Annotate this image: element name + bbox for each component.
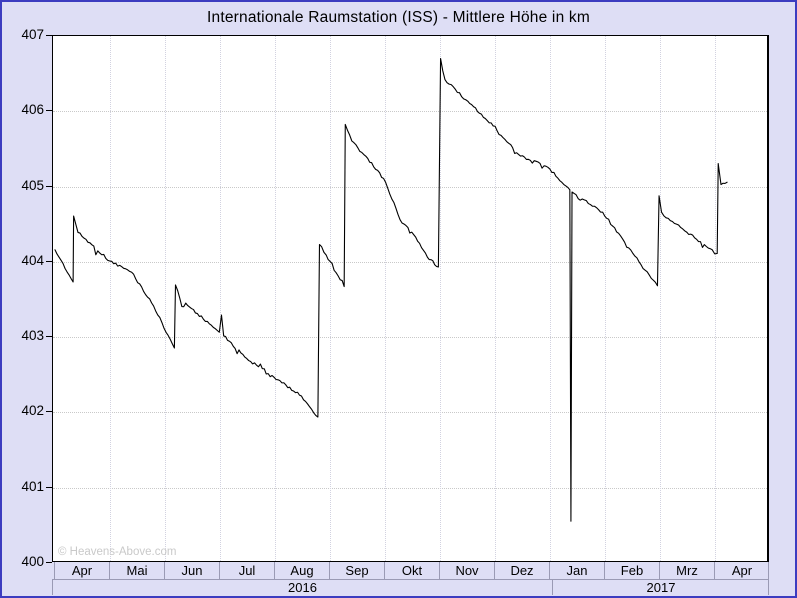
y-axis-label: 401: [21, 478, 44, 494]
vertical-gridline: [495, 36, 496, 561]
y-axis-label: 402: [21, 403, 44, 419]
horizontal-gridline: [53, 111, 767, 113]
month-label-jun-2: Jun: [164, 562, 219, 580]
horizontal-gridline: [53, 412, 767, 414]
vertical-gridline: [330, 36, 331, 561]
y-axis-label: 400: [21, 554, 44, 569]
horizontal-gridline: [53, 487, 767, 489]
month-label-feb-10: Feb: [604, 562, 659, 580]
altitude-line-chart: [54, 57, 728, 522]
vertical-gridline: [165, 36, 166, 561]
y-axis-label: 407: [21, 27, 44, 42]
chart-title: Internationale Raumstation (ISS) - Mittl…: [207, 9, 590, 26]
y-axis-tick: [46, 110, 52, 112]
y-axis-label: 405: [21, 177, 44, 193]
y-axis-tick: [46, 562, 52, 563]
vertical-gridline: [110, 36, 111, 561]
y-axis-tick: [46, 260, 52, 262]
month-label-apr-0: Apr: [54, 562, 109, 580]
horizontal-gridline: [53, 337, 767, 339]
month-row-end-separator: [768, 562, 769, 580]
month-label-mai-1: Mai: [109, 562, 164, 580]
vertical-gridline: [275, 36, 276, 561]
y-axis-tick: [46, 185, 52, 187]
month-label-jul-3: Jul: [219, 562, 274, 580]
month-label-dez-8: Dez: [494, 562, 549, 580]
vertical-gridline: [220, 36, 221, 561]
month-label-aug-4: Aug: [274, 562, 329, 580]
data-line: [54, 57, 728, 522]
horizontal-gridline: [53, 261, 767, 263]
vertical-gridline: [715, 36, 716, 561]
plot-area: © Heavens-Above.com: [52, 35, 769, 562]
x-axis-year-row: 2016 2017: [52, 580, 769, 595]
year-row-end-separator: [768, 580, 769, 595]
y-axis-tick: [46, 486, 52, 488]
horizontal-gridline: [53, 186, 767, 188]
vertical-gridline: [605, 36, 606, 561]
month-label-sep-5: Sep: [329, 562, 384, 580]
y-axis-label: 404: [21, 252, 44, 268]
vertical-gridline: [660, 36, 661, 561]
y-axis-label: 403: [21, 328, 44, 344]
year-label-2016: 2016: [52, 580, 552, 595]
month-label-okt-6: Okt: [384, 562, 439, 580]
vertical-gridline: [550, 36, 551, 561]
y-axis-tick: [46, 35, 52, 36]
vertical-gridline: [440, 36, 441, 561]
watermark: © Heavens-Above.com: [58, 546, 177, 558]
month-label-mrz-11: Mrz: [659, 562, 714, 580]
month-label-apr-12: Apr: [714, 562, 769, 580]
y-axis-tick: [46, 411, 52, 413]
y-axis-tick: [46, 336, 52, 338]
x-axis-month-row: Apr Mai Jun Jul Aug Sep Okt Nov Dez Jan Feb Mrz Apr: [52, 562, 769, 580]
year-label-2017: 2017: [552, 580, 769, 595]
month-label-nov-7: Nov: [439, 562, 494, 580]
month-label-jan-9: Jan: [549, 562, 604, 580]
vertical-gridline: [385, 36, 386, 561]
y-axis-label: 406: [21, 102, 44, 118]
